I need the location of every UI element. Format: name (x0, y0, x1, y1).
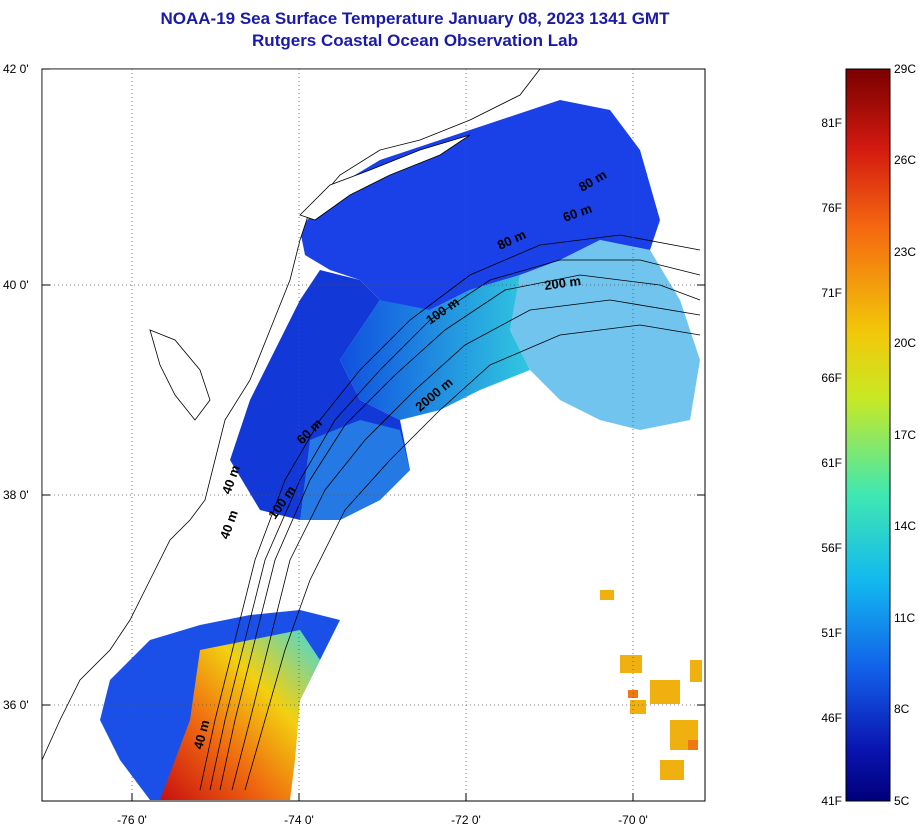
coastline-land (41, 68, 541, 761)
title-line-1: NOAA-19 Sea Surface Temperature January … (160, 9, 670, 28)
celsius-label: 20C (894, 336, 916, 350)
celsius-label: 17C (894, 428, 916, 442)
fahrenheit-label: 41F (821, 794, 842, 808)
celsius-label: 5C (894, 794, 910, 808)
sst-data-layer (100, 100, 702, 800)
contour-label: 200 m (543, 273, 582, 293)
contour-100m (219, 274, 701, 791)
map-title: NOAA-19 Sea Surface Temperature January … (0, 8, 830, 52)
land-delaware-bay (149, 329, 211, 421)
temperature-colorbar: 29C 26C 23C 20C 17C 14C 11C 8C 5C 81F 76… (821, 62, 916, 808)
contour-40m (199, 234, 701, 791)
sst-scattered-warm-patches (600, 590, 702, 780)
fahrenheit-label: 76F (821, 201, 842, 215)
lat-label: 36 0' (3, 698, 29, 712)
graticule (42, 69, 705, 801)
land-mass-mainland (41, 68, 541, 761)
colorbar-celsius-labels: 29C 26C 23C 20C 17C 14C 11C 8C 5C (894, 62, 916, 808)
lat-label: 40 0' (3, 278, 29, 292)
lon-label: -74 0' (284, 813, 314, 827)
latitude-labels: 42 0' 40 0' 38 0' 36 0' (3, 62, 29, 712)
colorbar-fahrenheit-labels: 81F 76F 71F 66F 61F 56F 51F 46F 41F (821, 116, 842, 808)
lon-label: -70 0' (618, 813, 648, 827)
lat-label: 38 0' (3, 488, 29, 502)
fahrenheit-label: 46F (821, 711, 842, 725)
title-line-2: Rutgers Coastal Ocean Observation Lab (252, 31, 578, 50)
contour-label: 40 m (190, 718, 212, 751)
lon-label: -72 0' (451, 813, 481, 827)
celsius-label: 29C (894, 62, 916, 76)
frame-ticks (42, 68, 705, 801)
celsius-label: 11C (894, 611, 915, 625)
lat-label: 42 0' (3, 62, 29, 76)
sst-shelf-break (340, 275, 530, 420)
sst-gulf-stream-warm (160, 630, 320, 800)
celsius-label: 23C (894, 245, 916, 259)
sst-cold-northeast (300, 100, 660, 320)
fahrenheit-label: 61F (821, 456, 842, 470)
map-panel: 40 m 60 m 80 m 100 m 200 m 2000 m 40 m 6… (3, 62, 706, 827)
fahrenheit-label: 66F (821, 371, 842, 385)
celsius-label: 8C (894, 702, 910, 716)
contour-2000m (244, 324, 701, 791)
contour-60m (209, 259, 701, 791)
sst-mid-offshore (510, 240, 700, 430)
fahrenheit-label: 71F (821, 286, 842, 300)
fahrenheit-label: 51F (821, 626, 842, 640)
lon-label: -76 0' (117, 813, 147, 827)
land-long-island (299, 134, 471, 221)
contour-200m (231, 299, 701, 791)
longitude-labels: -76 0' -74 0' -72 0' -70 0' (117, 813, 648, 827)
celsius-label: 14C (894, 519, 916, 533)
celsius-label: 26C (894, 153, 916, 167)
colorbar-gradient (845, 68, 891, 802)
fahrenheit-label: 56F (821, 541, 842, 555)
isobath-contours (199, 234, 701, 791)
fahrenheit-label: 81F (821, 116, 842, 130)
